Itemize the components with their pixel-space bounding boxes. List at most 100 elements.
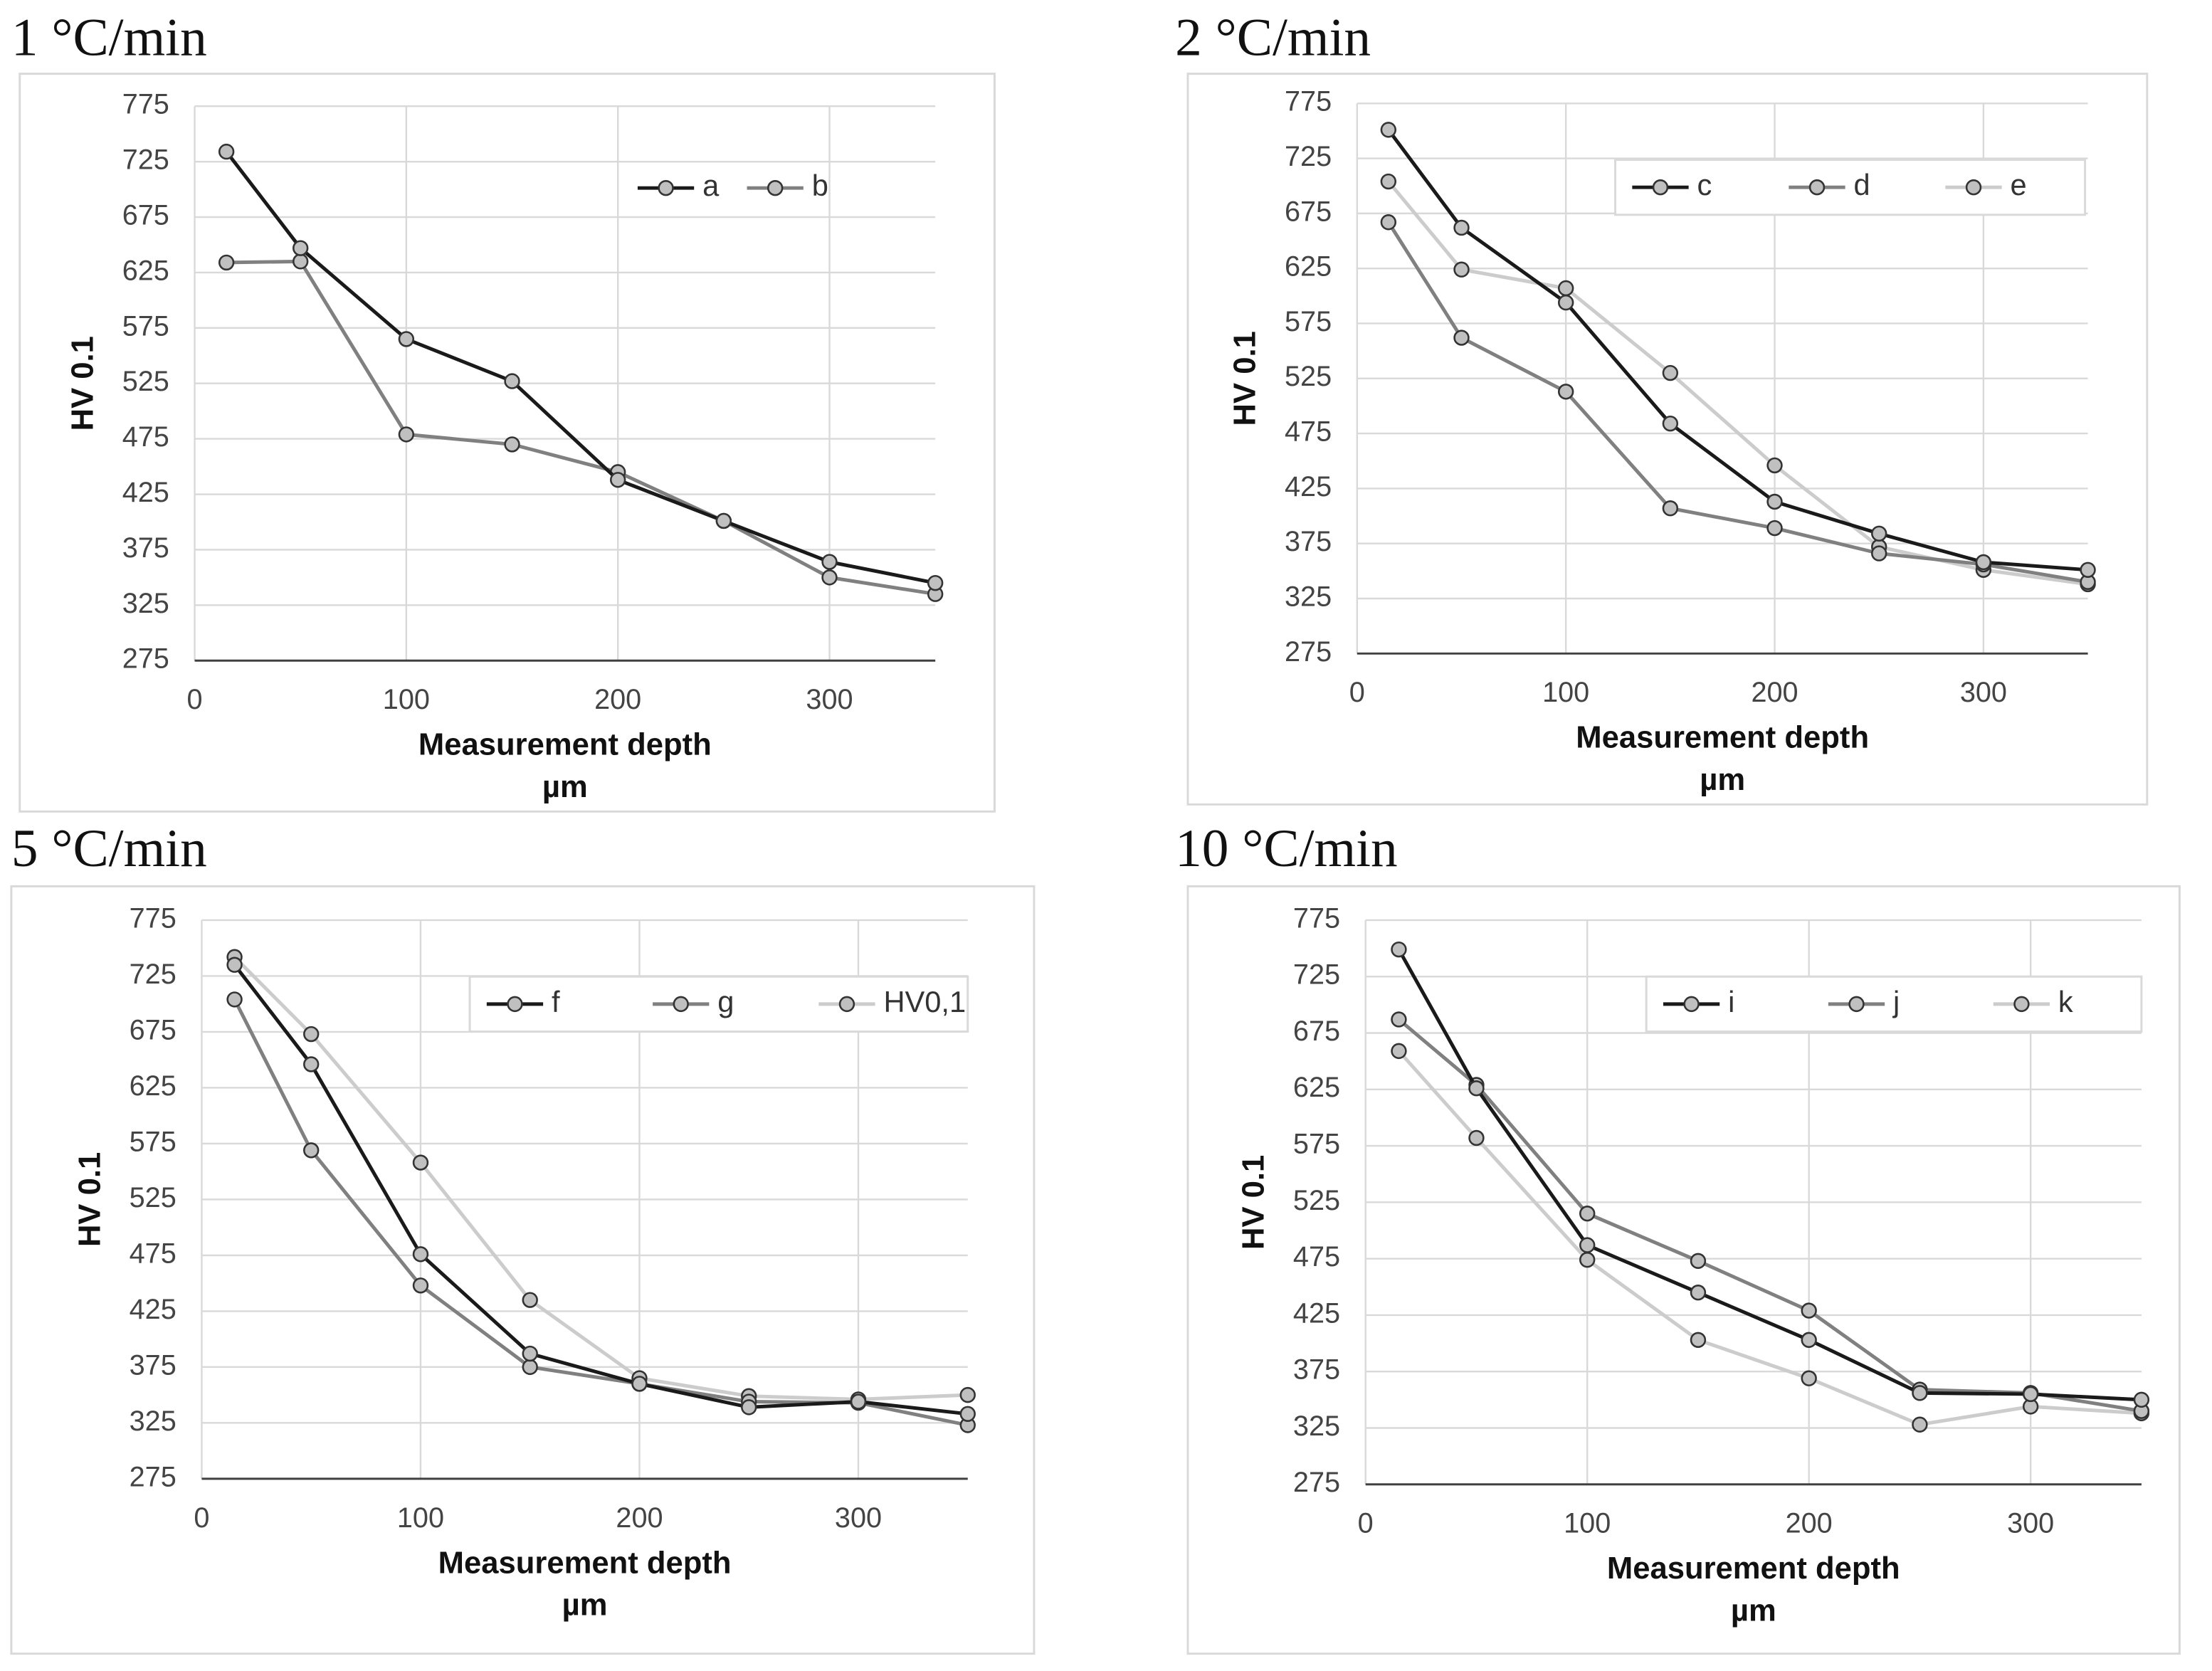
data-point	[303, 1142, 320, 1159]
y-tick-label: 775	[1285, 86, 1332, 117]
y-tick-label: 425	[130, 1294, 177, 1325]
y-tick-label: 375	[1293, 1354, 1340, 1386]
legend-label: c	[1697, 168, 1712, 201]
y-tick-label: 525	[130, 1182, 177, 1213]
data-point	[1662, 415, 1679, 432]
panel-title: 10 °C/min	[1175, 819, 1398, 878]
y-axis-label: HV 0.1	[1237, 1155, 1271, 1250]
x-tick-label: 0	[194, 1502, 209, 1534]
x-tick-label: 200	[1786, 1508, 1833, 1539]
panel: 1 °C/min 275 325 375 425 475 525 575 625 675 725 77…	[11, 8, 996, 813]
x-tick-label: 300	[835, 1502, 882, 1534]
series-line	[1386, 128, 2088, 572]
data-point	[2133, 1391, 2150, 1408]
y-tick-label: 475	[1285, 416, 1332, 448]
y-tick-label: 575	[122, 310, 169, 342]
data-point	[1766, 457, 1783, 474]
data-point	[504, 373, 520, 389]
legend-marker	[1652, 179, 1669, 196]
data-point	[522, 1359, 538, 1376]
data-point	[1662, 364, 1679, 381]
y-tick-label: 575	[130, 1126, 177, 1157]
data-point	[303, 1026, 320, 1043]
data-point	[1453, 261, 1470, 278]
x-tick-label: 300	[2007, 1508, 2054, 1539]
legend-label: f	[552, 985, 560, 1018]
x-tick-label: 100	[1564, 1508, 1611, 1539]
x-axis-label: Measurement depth	[1607, 1551, 1900, 1586]
data-point	[1690, 1285, 1707, 1301]
legend-label: a	[702, 169, 720, 202]
y-tick-label: 375	[130, 1349, 177, 1381]
legend-marker	[838, 996, 855, 1013]
y-tick-label: 375	[1285, 526, 1332, 557]
y-tick-label: 275	[122, 643, 169, 675]
y-tick-label: 425	[1293, 1297, 1340, 1329]
y-tick-label: 575	[1293, 1129, 1340, 1160]
series-line	[233, 955, 968, 1401]
x-axis-unit: µm	[1731, 1594, 1776, 1628]
legend-marker	[673, 996, 689, 1013]
data-point	[1975, 554, 1992, 571]
panel-title: 5 °C/min	[11, 819, 207, 878]
legend-label: e	[2011, 168, 2027, 201]
x-tick-label: 300	[806, 684, 853, 715]
panel-frame	[1186, 73, 2149, 806]
x-axis-label: Measurement depth	[418, 728, 712, 762]
panel-frame	[19, 73, 996, 813]
data-point	[292, 253, 309, 270]
data-point	[2080, 562, 2096, 579]
data-point	[1871, 525, 1887, 542]
data-point	[1766, 520, 1783, 537]
legend-marker	[2013, 996, 2030, 1013]
y-tick-label: 575	[1285, 306, 1332, 337]
data-point	[959, 1406, 976, 1423]
data-point	[1579, 1206, 1596, 1222]
legend-frame	[468, 975, 969, 1033]
legend-label: i	[1728, 985, 1734, 1018]
data-point	[522, 1292, 538, 1308]
x-axis-label: Measurement depth	[438, 1546, 732, 1580]
data-point	[412, 1154, 429, 1171]
y-tick-label: 725	[122, 144, 169, 176]
data-point	[1380, 122, 1397, 138]
x-tick-label: 0	[187, 684, 203, 715]
y-tick-label: 325	[130, 1406, 177, 1437]
x-tick-label: 0	[1349, 677, 1365, 708]
panel-frame	[1186, 885, 2181, 1655]
x-tick-label: 200	[616, 1502, 663, 1534]
data-point	[821, 569, 838, 586]
panel: 10 °C/min 275 325 375 425 475 525 575 625 675 725 7…	[1175, 819, 2181, 1655]
y-tick-label: 325	[1293, 1411, 1340, 1442]
y-tick-label: 525	[122, 366, 169, 397]
panel-frame	[10, 885, 1036, 1655]
y-tick-label: 775	[122, 89, 169, 120]
data-point	[1557, 280, 1574, 297]
legend-label: d	[1854, 168, 1870, 201]
y-tick-label: 525	[1285, 361, 1332, 392]
y-tick-label: 475	[1293, 1241, 1340, 1272]
y-tick-label: 325	[122, 588, 169, 619]
legend-label: k	[2058, 985, 2073, 1018]
legend-frame	[1645, 975, 2143, 1033]
y-tick-label: 625	[1293, 1072, 1340, 1103]
y-axis-label: HV 0.1	[1228, 331, 1263, 426]
series-line	[225, 150, 936, 585]
x-tick-label: 300	[1960, 677, 2007, 708]
x-axis-unit: µm	[1700, 763, 1745, 797]
data-point	[218, 143, 235, 160]
data-point	[850, 1393, 867, 1410]
data-point	[927, 574, 944, 591]
data-point	[2022, 1386, 2039, 1403]
series-line	[1397, 1050, 2142, 1427]
panel-title: 1 °C/min	[11, 8, 207, 67]
data-point	[1579, 1237, 1596, 1253]
y-tick-label: 275	[1293, 1467, 1340, 1498]
data-point	[821, 554, 838, 570]
y-tick-label: 625	[122, 255, 169, 286]
series-line	[233, 964, 969, 1416]
data-point	[609, 472, 626, 488]
data-point	[1871, 545, 1887, 562]
